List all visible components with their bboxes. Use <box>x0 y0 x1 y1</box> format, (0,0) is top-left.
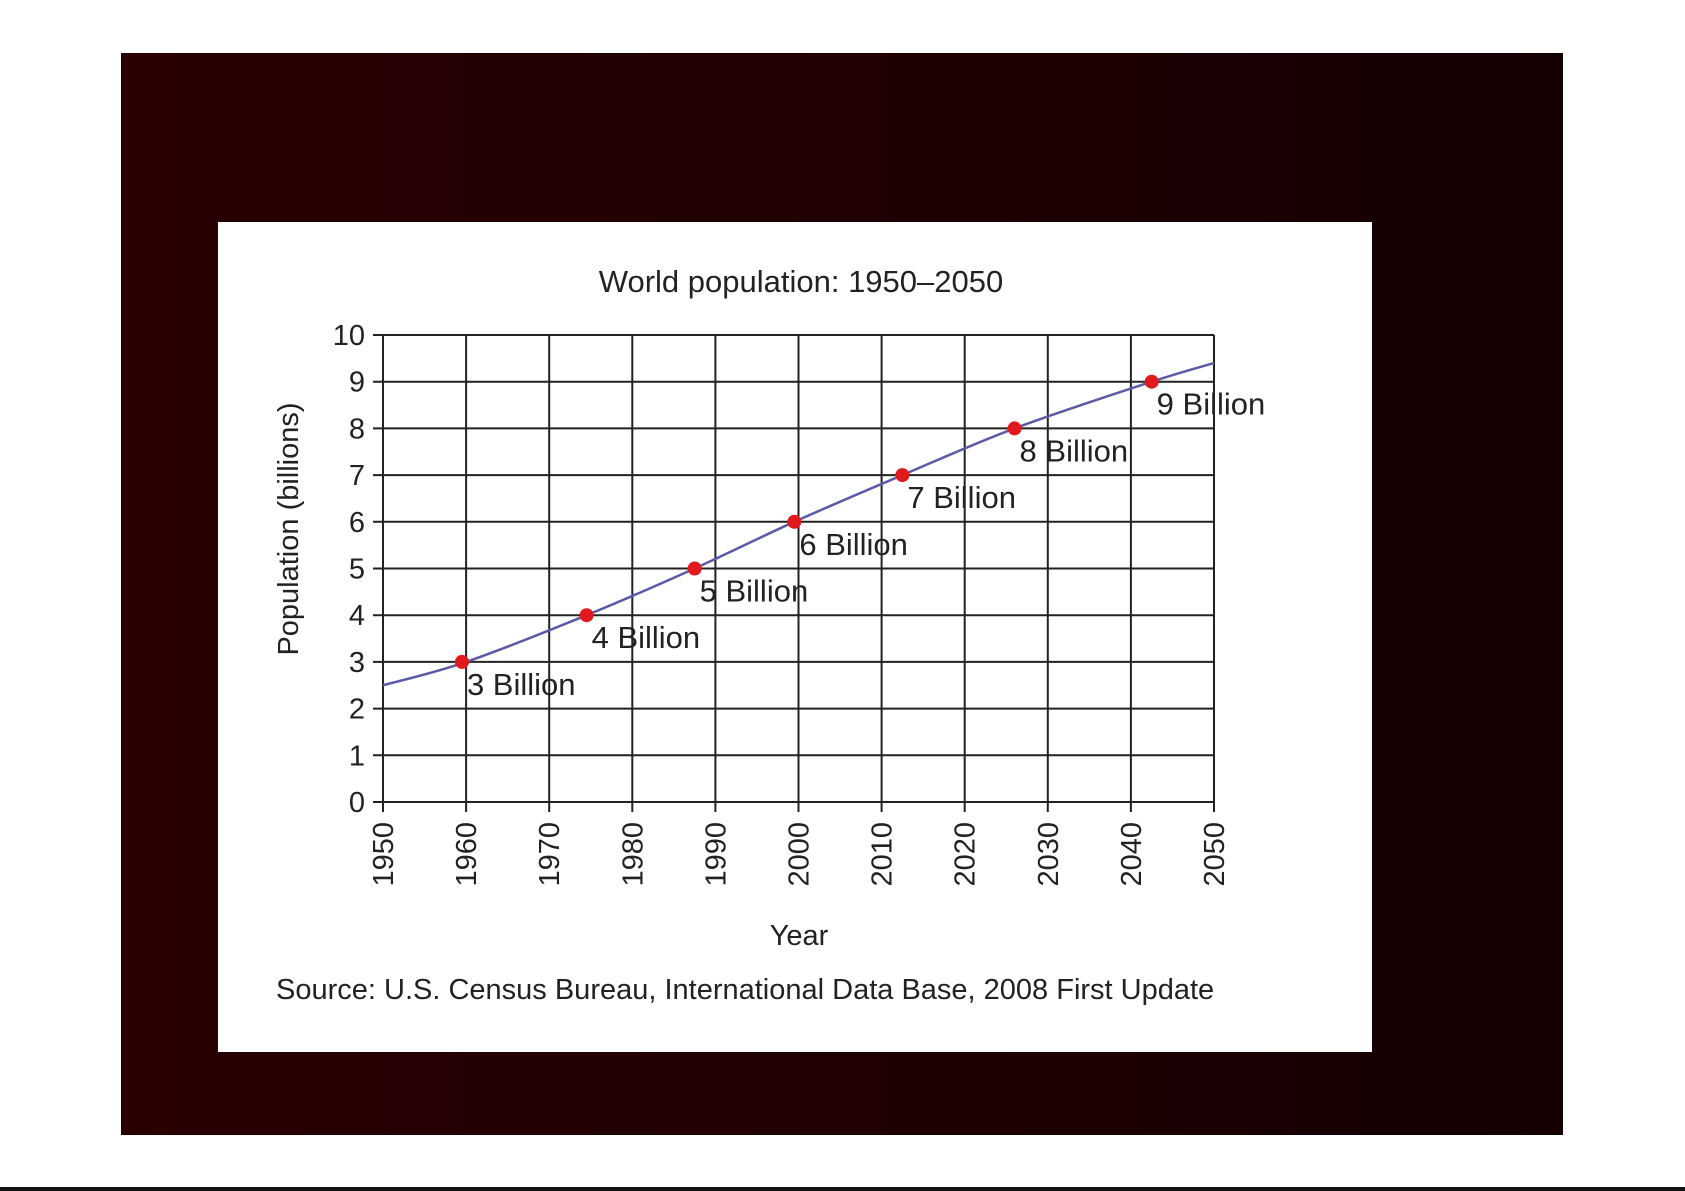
milestone-label: 4 Billion <box>592 620 701 655</box>
milestone-label: 5 Billion <box>700 574 809 609</box>
bottom-border <box>0 1187 1685 1191</box>
chart-grid <box>373 334 1215 812</box>
milestone-point <box>787 514 802 529</box>
milestone-point <box>687 561 702 576</box>
x-tick-label: 2040 <box>1116 822 1148 887</box>
x-tick-label: 2050 <box>1199 822 1231 887</box>
x-tick-label: 1960 <box>451 822 483 887</box>
population-chart: World population: 1950–2050 0 1 2 3 4 5 6 7 8 9 10… <box>273 264 1266 1006</box>
milestone-point <box>454 654 469 669</box>
x-tick-label: 2010 <box>867 822 899 887</box>
x-axis-label: Year <box>770 920 829 952</box>
y-tick-label: 1 <box>349 740 365 772</box>
x-tick-label: 1990 <box>700 822 732 887</box>
y-tick-label: 8 <box>349 413 365 445</box>
milestone-label: 7 Billion <box>907 480 1016 515</box>
milestone-point <box>579 608 594 623</box>
milestone-label: 9 Billion <box>1157 387 1266 422</box>
x-tick-label: 1950 <box>368 822 400 887</box>
y-tick-label: 4 <box>349 600 365 632</box>
milestone-label: 8 Billion <box>1020 433 1129 468</box>
y-tick-label: 7 <box>349 460 365 492</box>
x-axis-ticks: 1950 1960 1970 1980 1990 2000 2010 2020 2030 2040… <box>368 822 1231 887</box>
y-axis-ticks: 0 1 2 3 4 5 6 7 8 9 10 <box>333 320 365 819</box>
source-note: Source: U.S. Census Bureau, Internationa… <box>276 974 1214 1006</box>
milestone-label: 6 Billion <box>799 527 908 562</box>
y-tick-label: 9 <box>349 367 365 399</box>
y-tick-label: 5 <box>349 554 365 586</box>
x-tick-label: 1970 <box>534 822 566 887</box>
x-tick-label: 1980 <box>617 822 649 887</box>
milestone-point <box>1007 421 1022 436</box>
chart-card: World population: 1950–2050 0 1 2 3 4 5 6 7 8 9 10… <box>218 222 1372 1052</box>
chart-title: World population: 1950–2050 <box>599 264 1003 299</box>
milestone-label: 3 Billion <box>467 667 576 702</box>
y-tick-label: 6 <box>349 507 365 539</box>
y-tick-label: 0 <box>349 787 365 819</box>
milestone-markers: 3 Billion 4 Billion 5 Billion 6 Billion 7 Bi… <box>454 374 1266 702</box>
y-axis-label: Population (billions) <box>273 402 305 655</box>
milestone-point <box>895 468 910 483</box>
y-tick-label: 2 <box>349 694 365 726</box>
x-tick-label: 2020 <box>950 822 982 887</box>
y-tick-label: 3 <box>349 647 365 679</box>
y-tick-label: 10 <box>333 320 365 352</box>
milestone-point <box>1144 374 1159 389</box>
x-tick-label: 2000 <box>784 822 816 887</box>
x-tick-label: 2030 <box>1033 822 1065 887</box>
